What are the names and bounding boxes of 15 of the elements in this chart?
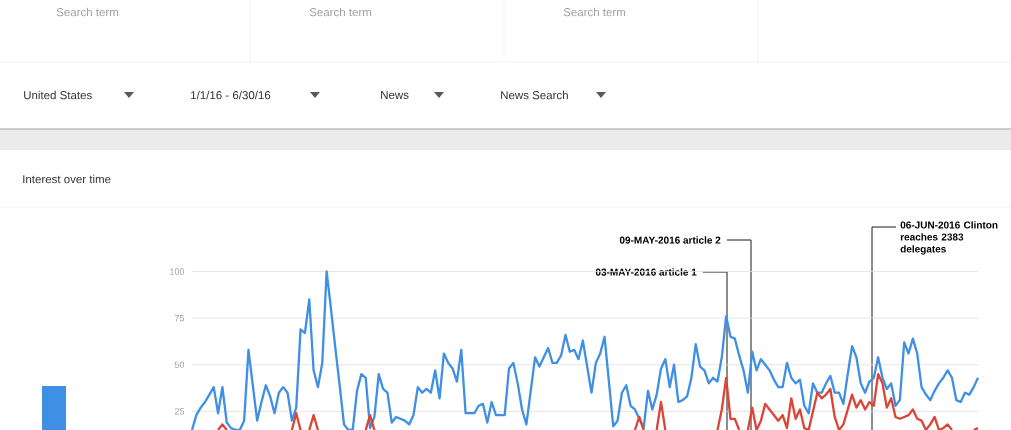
text: 1/1/16 - 6/30/16	[191, 90, 271, 100]
text: 06-JUN-2016 Clinton reaches 2383 delegates	[900, 221, 998, 255]
y-tick-label: 100	[170, 268, 185, 275]
y-tick-label: 25	[174, 408, 185, 415]
text: 09-MAY-2016 article 2	[619, 236, 721, 244]
text: Interest over time	[23, 174, 111, 184]
text: News	[381, 90, 409, 100]
text: Search term	[563, 7, 626, 17]
y-tick-label: 75	[174, 314, 185, 322]
annotation: 03-MAY-2016 article 1	[595, 268, 697, 276]
y-tick-label: 50	[174, 361, 185, 368]
text: Search term	[56, 7, 119, 17]
text: News Search	[501, 90, 568, 100]
text: United States	[24, 90, 92, 100]
text: Search term	[309, 7, 372, 17]
